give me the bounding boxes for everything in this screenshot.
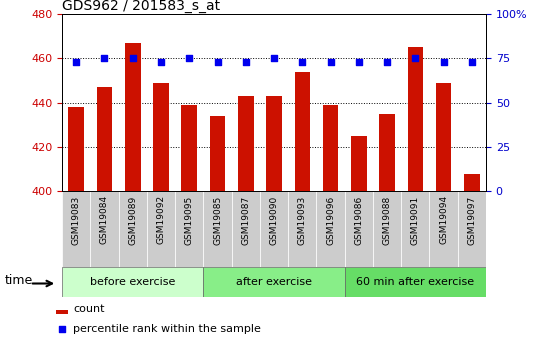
Bar <box>351 136 367 191</box>
Point <box>100 56 109 61</box>
Bar <box>181 105 197 191</box>
Text: 60 min after exercise: 60 min after exercise <box>356 277 475 287</box>
Point <box>270 56 279 61</box>
Bar <box>125 43 140 191</box>
Text: time: time <box>5 274 33 287</box>
Bar <box>119 191 147 267</box>
Bar <box>294 71 310 191</box>
Text: GSM19094: GSM19094 <box>439 195 448 244</box>
Bar <box>345 267 486 297</box>
Point <box>157 59 165 65</box>
Text: before exercise: before exercise <box>90 277 176 287</box>
Bar <box>464 174 480 191</box>
Point <box>383 59 391 65</box>
Bar <box>345 191 373 267</box>
Text: GSM19088: GSM19088 <box>382 195 392 245</box>
Point <box>58 326 66 332</box>
Bar <box>175 191 204 267</box>
Bar <box>401 191 429 267</box>
Bar <box>62 191 90 267</box>
Text: GSM19087: GSM19087 <box>241 195 251 245</box>
Text: GSM19096: GSM19096 <box>326 195 335 245</box>
Bar <box>408 47 423 191</box>
Bar <box>204 191 232 267</box>
Bar <box>288 191 316 267</box>
Bar <box>316 191 345 267</box>
Text: GSM19097: GSM19097 <box>468 195 476 245</box>
Bar <box>69 107 84 191</box>
Bar <box>147 191 175 267</box>
Point <box>298 59 307 65</box>
Bar <box>238 96 254 191</box>
Text: GSM19083: GSM19083 <box>72 195 81 245</box>
Bar <box>90 191 119 267</box>
Bar <box>323 105 339 191</box>
Bar <box>97 87 112 191</box>
Bar <box>429 191 458 267</box>
Bar <box>266 96 282 191</box>
Text: GSM19095: GSM19095 <box>185 195 194 245</box>
Point <box>326 59 335 65</box>
Bar <box>56 310 68 314</box>
Text: GSM19092: GSM19092 <box>157 195 165 244</box>
Bar <box>458 191 486 267</box>
Text: GSM19090: GSM19090 <box>269 195 279 245</box>
Bar <box>436 83 451 191</box>
Point <box>185 56 193 61</box>
Text: GSM19086: GSM19086 <box>354 195 363 245</box>
Bar <box>379 114 395 191</box>
Point <box>411 56 420 61</box>
Bar <box>210 116 225 191</box>
Bar <box>204 267 345 297</box>
Bar <box>232 191 260 267</box>
Bar <box>373 191 401 267</box>
Text: GSM19093: GSM19093 <box>298 195 307 245</box>
Point <box>468 59 476 65</box>
Point <box>354 59 363 65</box>
Text: GDS962 / 201583_s_at: GDS962 / 201583_s_at <box>62 0 220 13</box>
Point <box>241 59 250 65</box>
Text: GSM19084: GSM19084 <box>100 195 109 244</box>
Text: GSM19091: GSM19091 <box>411 195 420 245</box>
Point <box>129 56 137 61</box>
Bar <box>260 191 288 267</box>
Point <box>440 59 448 65</box>
Text: GSM19085: GSM19085 <box>213 195 222 245</box>
Text: GSM19089: GSM19089 <box>129 195 137 245</box>
Text: count: count <box>73 304 105 314</box>
Text: percentile rank within the sample: percentile rank within the sample <box>73 324 261 334</box>
Point <box>72 59 80 65</box>
Point <box>213 59 222 65</box>
Bar <box>153 83 169 191</box>
Bar <box>62 267 204 297</box>
Text: after exercise: after exercise <box>236 277 312 287</box>
